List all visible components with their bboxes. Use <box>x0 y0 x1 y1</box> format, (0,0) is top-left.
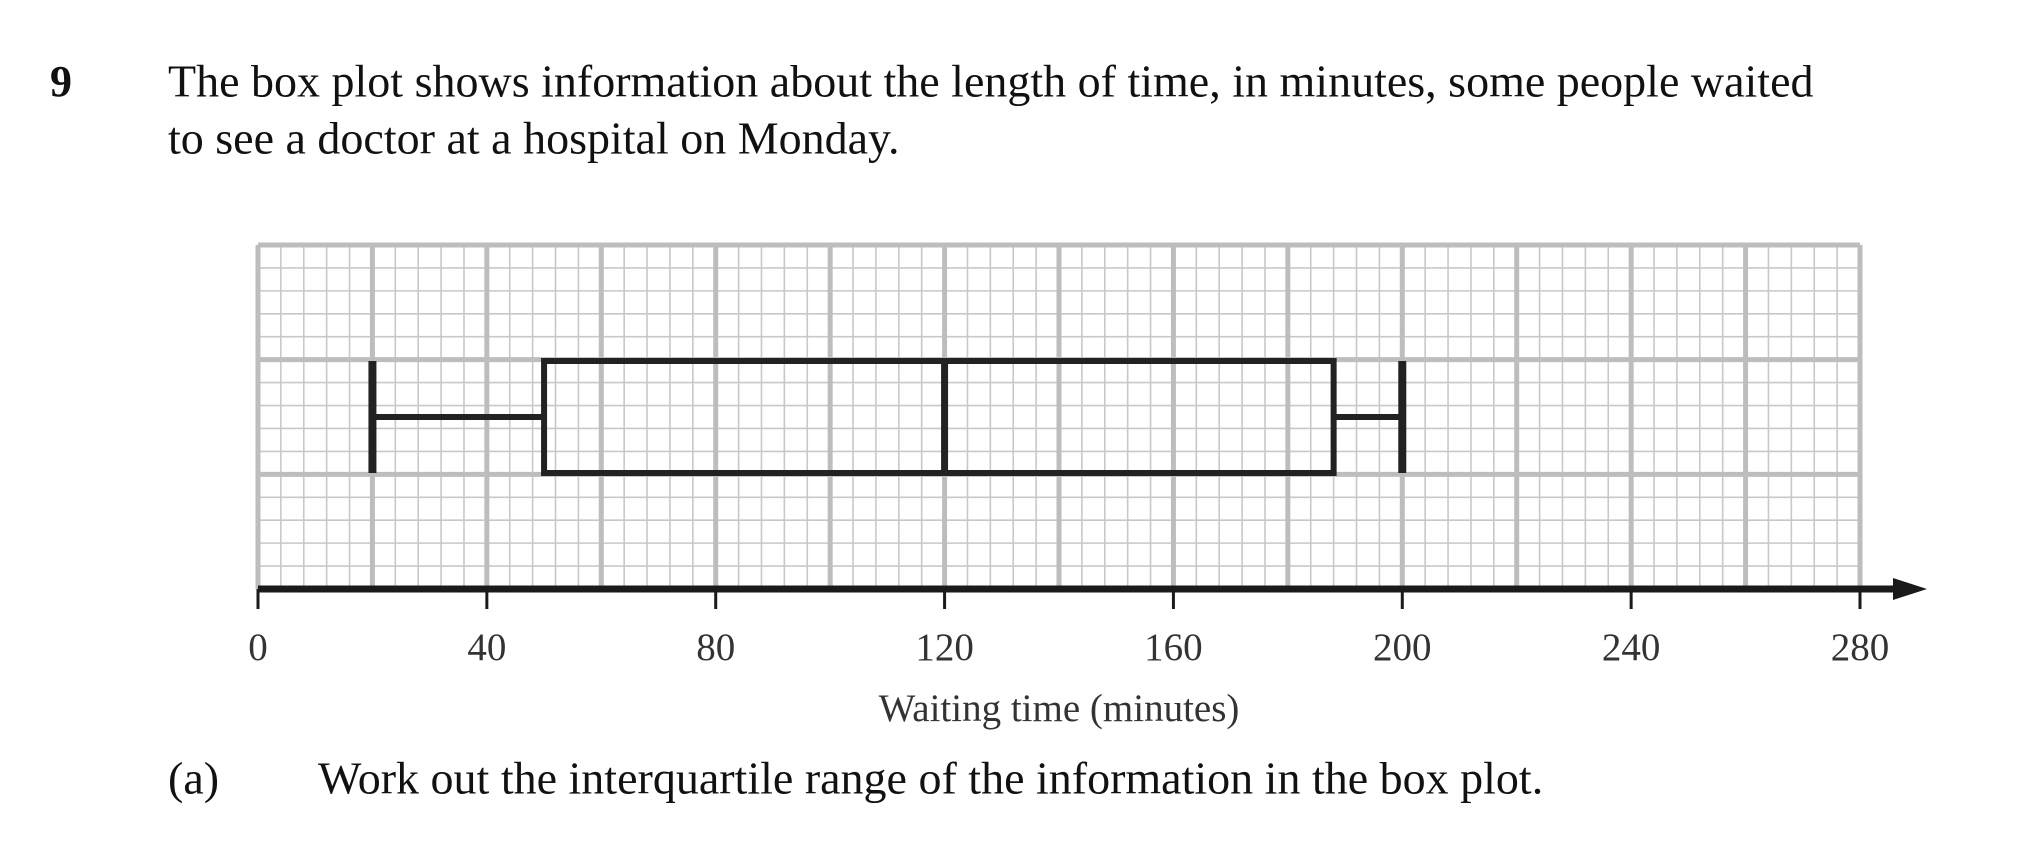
x-tick-label: 0 <box>248 626 268 669</box>
question-text: The box plot shows information about the… <box>168 56 1814 107</box>
x-tick-label: 120 <box>915 626 974 669</box>
x-tick-label: 280 <box>1831 626 1890 669</box>
axis-arrow <box>1893 578 1927 600</box>
x-axis-label: Waiting time (minutes) <box>879 687 1240 730</box>
part-text: Work out the interquartile range of the … <box>318 753 1543 804</box>
box-plot: 0 40 80 120 160 200 240 280 <box>248 242 1927 669</box>
x-tick-label: 200 <box>1373 626 1432 669</box>
box <box>541 358 1337 476</box>
x-tick-label: 40 <box>467 626 506 669</box>
x-tick-label: 240 <box>1602 626 1661 669</box>
question-number: 9 <box>50 57 72 106</box>
x-tick-label: 80 <box>696 626 735 669</box>
question-text: to see a doctor at a hospital on Monday. <box>168 113 900 164</box>
x-tick-label: 160 <box>1144 626 1203 669</box>
part-label: (a) <box>168 753 219 804</box>
